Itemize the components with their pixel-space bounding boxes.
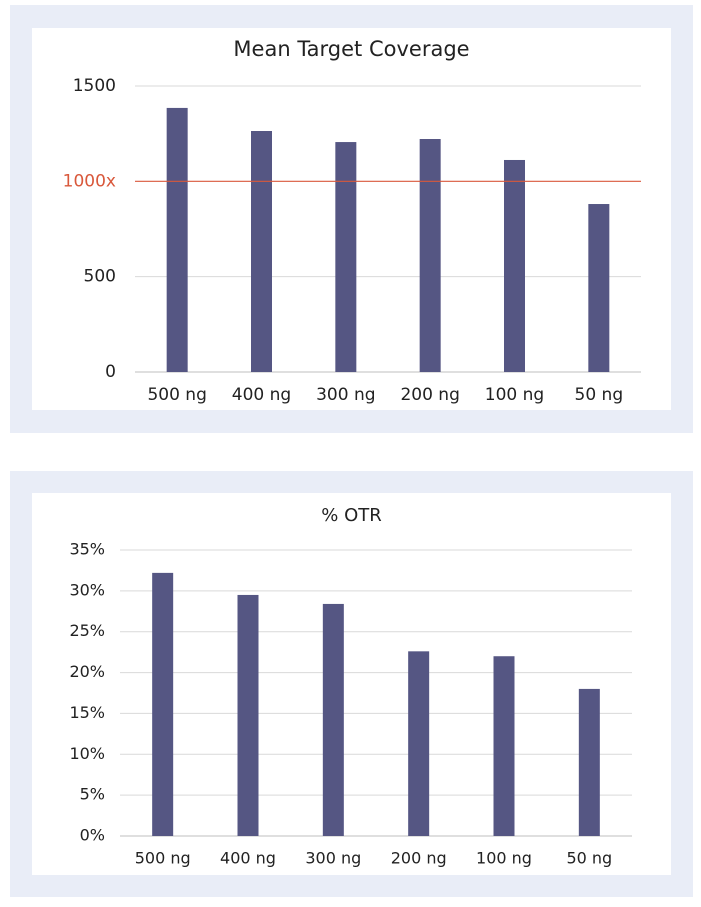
bar (588, 204, 610, 372)
y-tick-label: 0 (105, 362, 116, 382)
y-tick-label: 35% (69, 540, 105, 559)
x-tick-label: 50 ng (566, 849, 612, 868)
x-tick-label: 100 ng (476, 849, 532, 868)
x-tick-label: 400 ng (220, 849, 276, 868)
bar (504, 159, 525, 372)
x-tick-label: 200 ng (391, 849, 447, 868)
bar (152, 572, 174, 836)
bar (408, 651, 430, 836)
x-tick-label: 500 ng (135, 849, 191, 868)
y-tick-label: 30% (69, 580, 105, 599)
y-tick-label: 500 (84, 267, 116, 287)
y-tick-label: 0% (80, 826, 105, 845)
y-tick-label: 25% (69, 621, 105, 640)
x-tick-label: 500 ng (147, 385, 206, 405)
y-tick-label: 5% (80, 785, 105, 804)
bar (419, 139, 441, 372)
bar (335, 142, 357, 372)
y-tick-label: 20% (69, 662, 105, 681)
bar (322, 603, 344, 836)
bar (237, 594, 259, 836)
chart-title: % OTR (321, 505, 382, 526)
y-tick-label: 10% (69, 744, 105, 763)
bar (493, 656, 515, 836)
x-tick-label: 200 ng (400, 385, 459, 405)
bar (578, 688, 600, 836)
x-tick-label: 50 ng (575, 385, 624, 405)
chart-area (32, 493, 671, 875)
y-tick-label: 15% (69, 703, 105, 722)
y-tick-label: 1500 (73, 76, 116, 96)
y-tick-label: 1000x (63, 171, 116, 191)
x-tick-label: 300 ng (316, 385, 375, 405)
x-tick-label: 400 ng (232, 385, 291, 405)
x-tick-label: 300 ng (305, 849, 361, 868)
bar (166, 107, 188, 372)
x-tick-label: 100 ng (485, 385, 544, 405)
bar (251, 130, 272, 372)
chart-title: Mean Target Coverage (233, 37, 469, 61)
